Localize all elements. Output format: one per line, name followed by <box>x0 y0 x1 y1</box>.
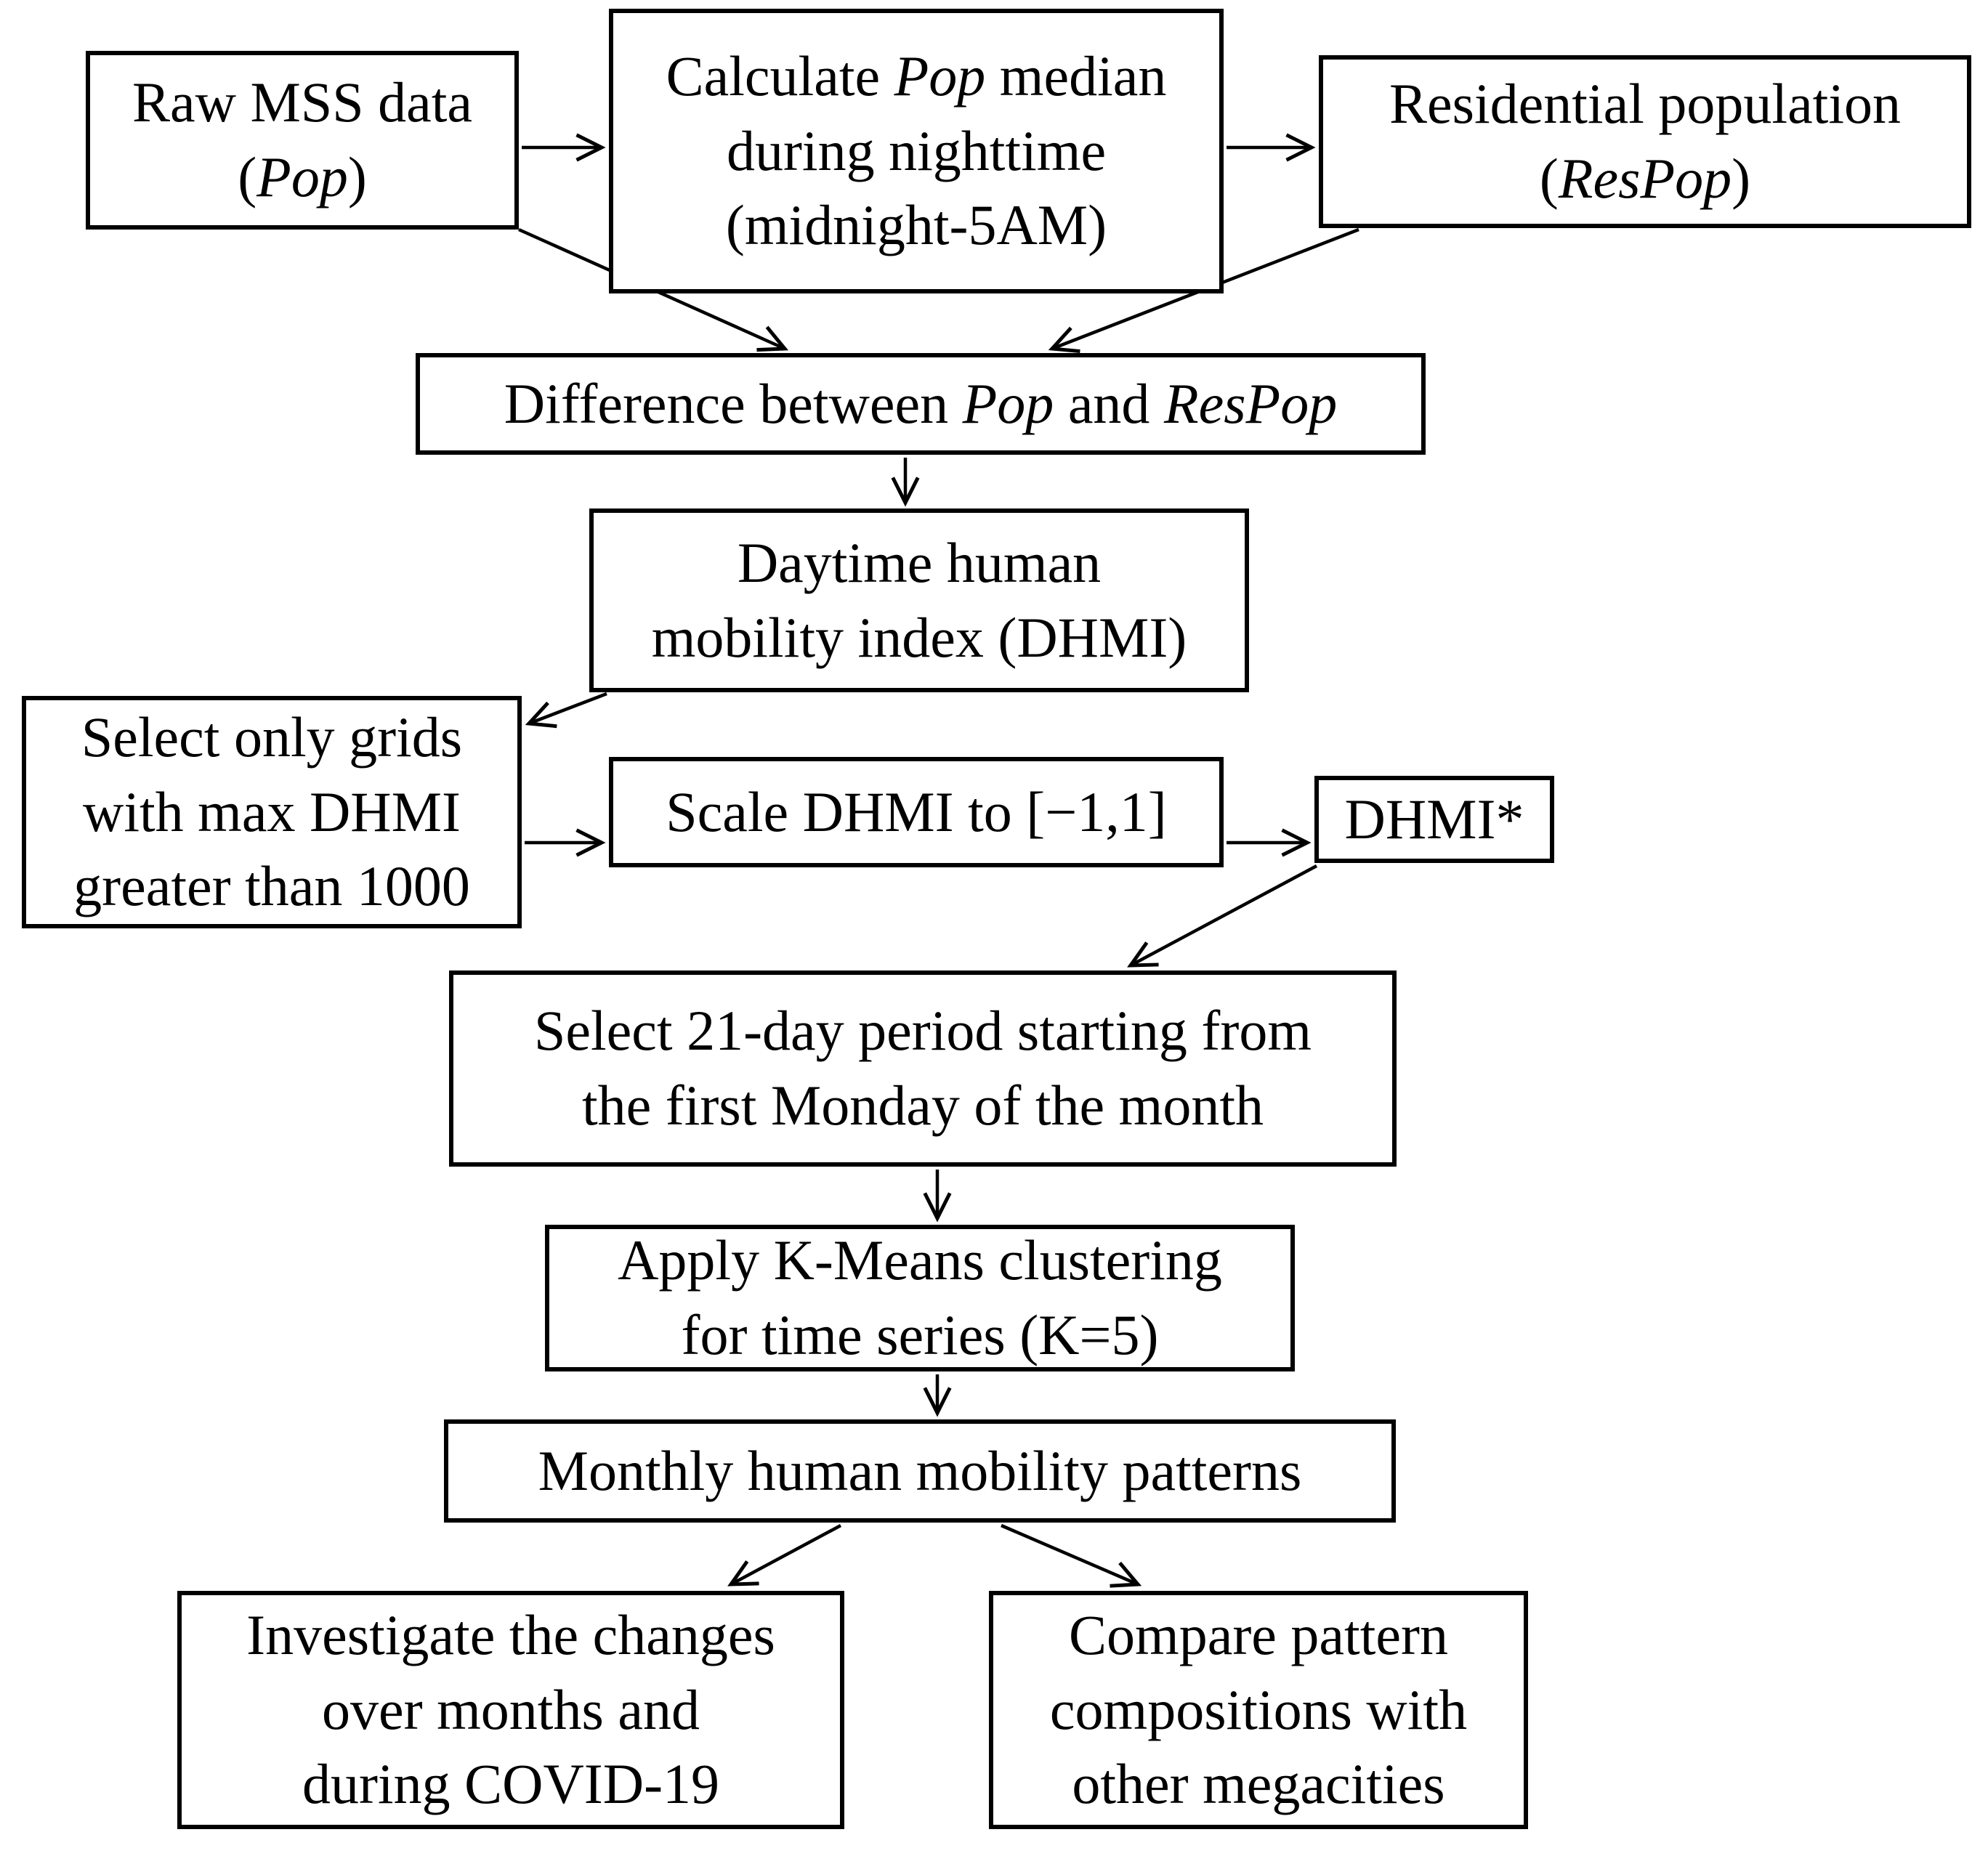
flowchart-node-raw-mss-data: Raw MSS data (Pop) <box>86 51 519 230</box>
flowchart-node-calculate-pop-median: Calculate Pop median during nighttime (mid… <box>609 9 1224 293</box>
flowchart-node-investigate-changes: Investigate the changes over months and du… <box>177 1591 844 1829</box>
arrow-dhmi-to-selectgrids <box>525 692 607 729</box>
arrow-dhmistar-to-select21 <box>1127 864 1318 968</box>
flowchart-node-dhmi-star: DHMI* <box>1314 776 1554 863</box>
flowchart-node-daytime-human-mobility-index: Daytime human mobility index (DHMI) <box>589 508 1249 692</box>
arrow-monthly-to-investigate <box>727 1524 842 1586</box>
flowchart-node-select-21-day-period: Select 21-day period starting from the fi… <box>449 970 1397 1167</box>
flowchart-node-scale-dhmi: Scale DHMI to [−1,1] <box>609 757 1224 867</box>
flowchart-node-residential-population: Residential population (ResPop) <box>1319 55 1971 228</box>
flowchart-node-select-only-grids: Select only grids with max DHMI greater th… <box>22 696 522 928</box>
arrow-monthly-to-compare <box>1001 1523 1142 1588</box>
flowchart-node-compare-compositions: Compare pattern compositions with other me… <box>989 1591 1528 1829</box>
flowchart-node-apply-kmeans: Apply K-Means clustering for time series … <box>545 1225 1295 1371</box>
flowchart-node-monthly-mobility-patterns: Monthly human mobility patterns <box>444 1419 1396 1523</box>
flowchart-node-difference-pop-respop: Difference between Pop and ResPop <box>416 353 1426 455</box>
